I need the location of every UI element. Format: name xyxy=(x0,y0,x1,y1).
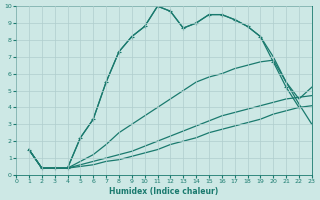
X-axis label: Humidex (Indice chaleur): Humidex (Indice chaleur) xyxy=(109,187,219,196)
